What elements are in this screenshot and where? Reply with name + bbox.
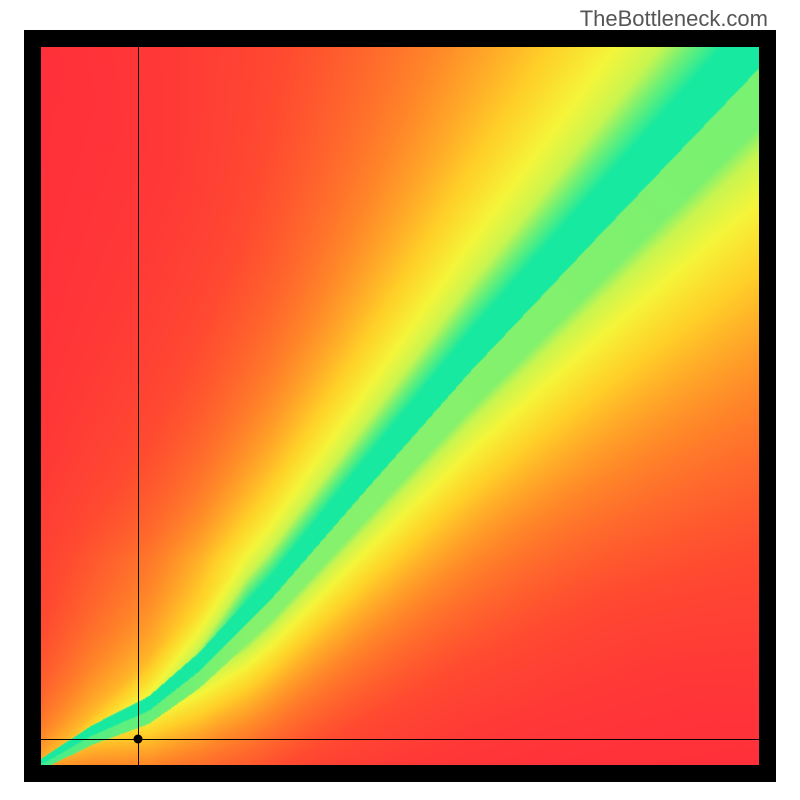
watermark-text: TheBottleneck.com xyxy=(580,6,768,32)
crosshair-vertical xyxy=(138,47,139,765)
crosshair-marker xyxy=(134,735,143,744)
plot-area xyxy=(41,47,759,765)
bottleneck-heatmap xyxy=(41,47,759,765)
crosshair-horizontal xyxy=(41,739,759,740)
chart-frame xyxy=(24,30,776,782)
